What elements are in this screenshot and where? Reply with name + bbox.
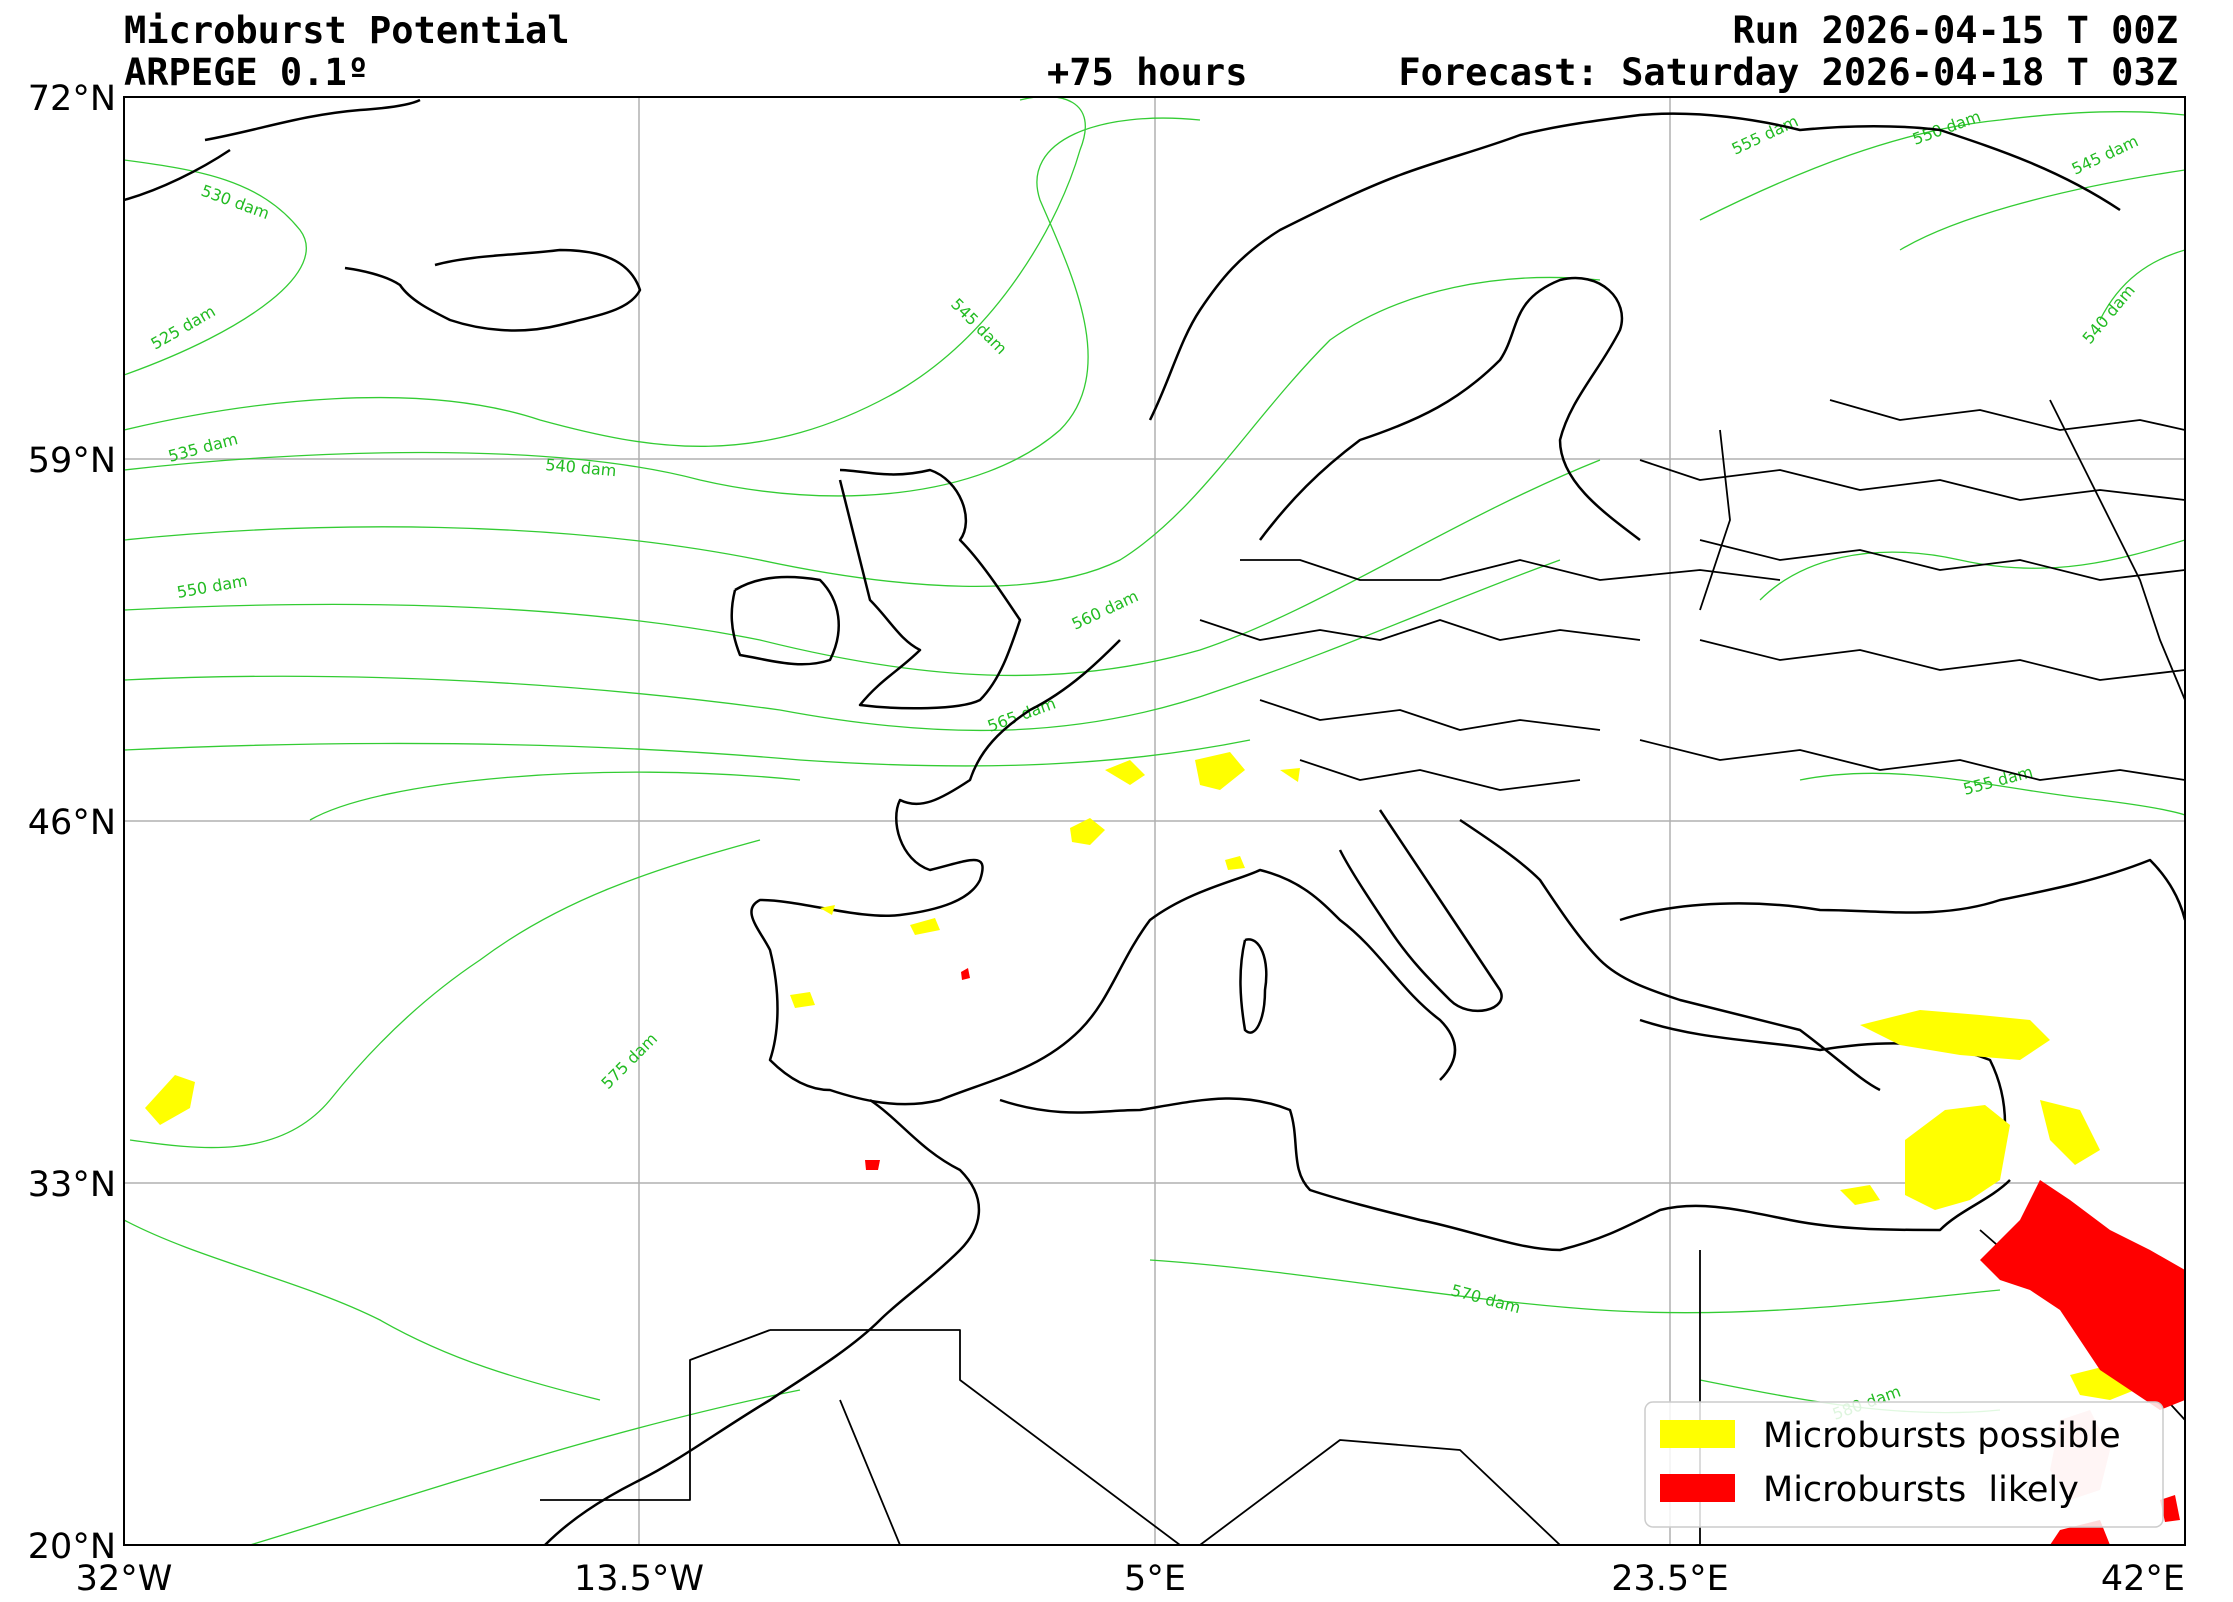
valid-time-label: Forecast: Saturday 2026-04-18 T 03Z [1398,51,2178,94]
plot-frame [123,96,2186,1546]
lat-tick-label: 20°N [28,1527,116,1567]
ireland-coast [730,575,840,666]
legend-label-likely: Microbursts likely [1763,1470,2079,1510]
lon-tick-labels: 32°W 13.5°W 5°E 23.5°E 42°E [76,1559,2185,1599]
contour-label: 530 dam [199,181,272,223]
sardinia-coast [1239,938,1268,1034]
microburst-possible-areas [145,752,2135,1400]
map-title: Microburst Potential [124,9,570,52]
britain-coast [838,468,1022,710]
contour-label: 545 dam [947,294,1011,358]
legend-box [1644,1401,2164,1528]
europe-coast [750,639,1881,1106]
legend-label-possible: Microbursts possible [1763,1416,2121,1456]
legend-swatch-possible [1660,1420,1735,1448]
microburst-likely-areas [865,968,2185,1545]
lat-tick-label: 59°N [28,441,116,481]
lon-tick-label: 32°W [76,1559,173,1599]
lat-tick-label: 46°N [28,803,116,843]
north-africa-coast [544,1097,2011,1545]
italy-coast [1338,809,1503,1013]
lead-time-label: +75 hours [1047,51,1248,94]
contour-label: 570 dam [1449,1281,1523,1318]
borders [540,399,2185,1545]
contour-label: 545 dam [2069,131,2142,178]
scandinavia-coast [1148,112,2121,541]
lat-tick-label: 72°N [28,79,116,119]
legend-swatch-likely [1660,1474,1735,1502]
contour-label: 540 dam [2079,281,2139,348]
lat-tick-label: 33°N [28,1165,116,1205]
greenland-coast [124,98,421,202]
run-label: Run 2026-04-15 T 00Z [1732,9,2178,52]
gridlines [124,97,2185,1545]
lat-tick-labels: 72°N 59°N 46°N 33°N 20°N [28,79,116,1567]
contour-label: 560 dam [1069,586,1142,633]
lon-tick-label: 23.5°E [1611,1559,1729,1599]
lon-tick-label: 42°E [2101,1559,2185,1599]
contour-label: 550 dam [175,571,248,602]
legend: Microbursts possible Microbursts likely [1644,1401,2164,1528]
geopotential-contours [124,97,2185,1545]
contour-label: 575 dam [597,1029,661,1093]
lon-tick-label: 13.5°W [574,1559,704,1599]
contour-label: 555 dam [1961,762,2035,799]
coastlines [124,98,2185,1545]
model-label: ARPEGE 0.1º [124,51,370,94]
contour-label: 525 dam [148,301,219,353]
turkey-coast [1619,858,2185,1181]
iceland-coast [344,248,642,332]
lon-tick-label: 5°E [1124,1559,1186,1599]
